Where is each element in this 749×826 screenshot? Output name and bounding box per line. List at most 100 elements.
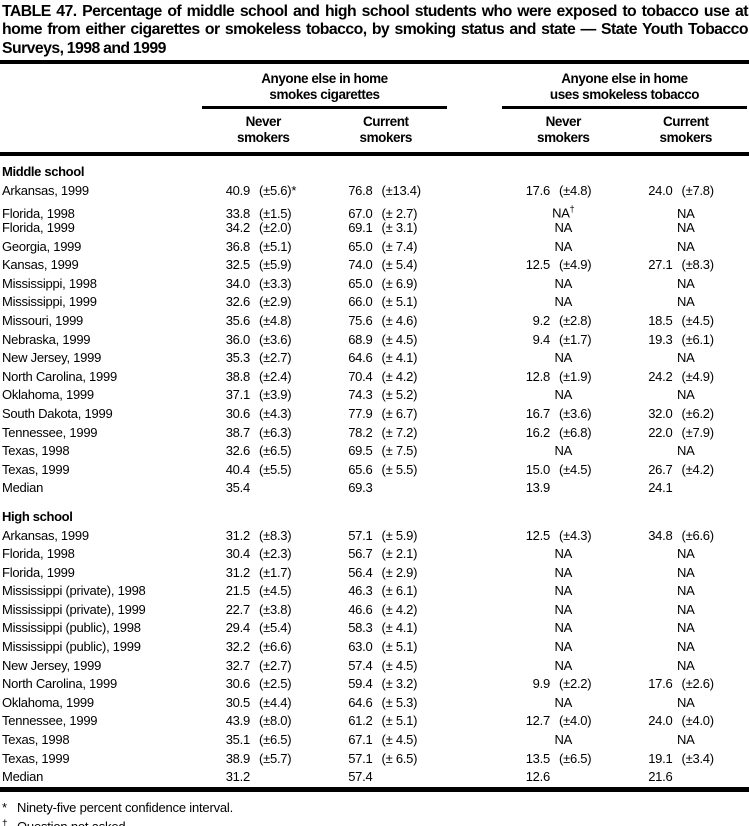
- cell-confidence-interval: (±6.1): [681, 331, 715, 347]
- table-row: Texas, 1998 32.6 (±6.5) 69.5 (± 7.5) NA NA: [0, 442, 749, 461]
- data-cell: 17.6 (±4.8): [502, 182, 625, 201]
- cell-confidence-interval: (±6.8): [559, 424, 592, 440]
- data-cell: 24.0 (±4.0): [625, 712, 748, 731]
- data-cell: 69.5 (± 7.5): [325, 442, 448, 461]
- cell-confidence-interval: (±5.5): [259, 461, 292, 477]
- cell-confidence-interval: (±6.2): [681, 405, 715, 421]
- cell-confidence-interval: (±6.5): [559, 750, 592, 766]
- data-cell: 35.6 (±4.8): [202, 312, 325, 331]
- data-cell: 13.5 (±6.5): [502, 750, 625, 769]
- row-label: New Jersey, 1999: [2, 657, 102, 673]
- cell-confidence-interval: (± 2.7): [381, 205, 418, 221]
- cell-value: 31.2: [225, 769, 251, 785]
- data-cell: NA: [554, 657, 573, 673]
- data-cell: 46.6 (± 4.2): [325, 601, 448, 620]
- data-cell: 69.3: [325, 479, 448, 498]
- data-cell: NA: [676, 732, 695, 748]
- data-cell: 32.6 (±2.9): [202, 293, 325, 312]
- table-row: Median 31.2 57.4 12.6 21.6: [0, 768, 749, 787]
- cell-value: 12.5: [525, 527, 551, 543]
- cell-confidence-interval: [550, 768, 625, 787]
- cell-confidence-interval: (±2.0): [259, 220, 292, 235]
- cell-value: 67.1: [348, 732, 373, 748]
- table-body: Middle school Arkansas, 1999 40.9 (±5.6)* 76…: [0, 156, 749, 787]
- data-cell: 38.8 (±2.4): [202, 368, 325, 387]
- cell-confidence-interval: (± 5.1): [381, 294, 418, 310]
- table-row: Georgia, 1999 36.8 (±5.1) 65.0 (± 7.4) NA NA: [0, 238, 749, 257]
- cell-value: 9.9: [532, 676, 551, 692]
- data-cell: 40.4 (±5.5): [202, 461, 325, 480]
- data-cell: 12.8 (±1.9): [502, 368, 625, 387]
- cell-confidence-interval: (± 4.5): [381, 331, 418, 347]
- cell-confidence-interval: (±8.3): [681, 257, 715, 273]
- cell-confidence-interval: (±4.9): [559, 257, 592, 273]
- data-cell: 9.4 (±1.7): [502, 331, 625, 350]
- cell-confidence-interval: (± 4.2): [381, 601, 418, 617]
- data-cell: NA: [676, 387, 695, 403]
- table-row: New Jersey, 1999 32.7 (±2.7) 57.4 (± 4.5) NA N…: [0, 657, 749, 676]
- data-cell: NA†: [552, 204, 575, 221]
- row-label: Oklahoma, 1999: [2, 387, 94, 403]
- cell-confidence-interval: (±5.9): [259, 257, 292, 273]
- cell-confidence-interval: (±4.0): [559, 713, 592, 729]
- data-cell: NA: [554, 443, 573, 459]
- data-cell: 36.0 (±3.6): [202, 331, 325, 350]
- data-cell: NA: [676, 294, 695, 310]
- row-label: Texas, 1999: [2, 750, 70, 766]
- cell-confidence-interval: (±2.5): [259, 676, 292, 692]
- cell-confidence-interval: (±5.4): [259, 620, 292, 636]
- row-label: Mississippi, 1998: [2, 275, 97, 291]
- cell-confidence-interval: (±1.7): [559, 331, 592, 347]
- data-cell: NA: [676, 583, 695, 599]
- cell-confidence-interval: (±6.5): [259, 732, 292, 748]
- data-cell: NA: [554, 275, 573, 291]
- cell-value: 22.7: [225, 601, 251, 617]
- data-cell: 12.5 (±4.3): [502, 527, 625, 546]
- cell-value: 12.8: [525, 368, 551, 384]
- data-cell: 35.4: [202, 479, 325, 498]
- cell-confidence-interval: (± 4.6): [381, 312, 418, 328]
- cell-confidence-interval: (±4.9): [681, 368, 715, 384]
- cell-confidence-interval: (± 3.2): [381, 676, 418, 692]
- data-cell: 30.6 (±2.5): [202, 675, 325, 694]
- data-cell: 21.6: [625, 768, 748, 787]
- data-cell: 12.5 (±4.9): [502, 256, 625, 275]
- data-cell: 12.7 (±4.0): [502, 712, 625, 731]
- cell-value: 17.6: [525, 182, 551, 198]
- cell-confidence-interval: (±6.3): [259, 424, 292, 440]
- cell-confidence-interval: (±4.3): [259, 405, 292, 421]
- sub-column-header-row: Never smokers Current smokers Never smok…: [0, 109, 749, 152]
- data-cell: 30.6 (±4.3): [202, 405, 325, 424]
- data-cell: 65.0 (± 6.9): [325, 275, 448, 294]
- cell-confidence-interval: (± 5.1): [381, 639, 418, 655]
- cell-value: 30.6: [225, 676, 251, 692]
- cell-value: 63.0: [348, 639, 373, 655]
- cell-confidence-interval: (± 4.1): [381, 620, 418, 636]
- cell-value: 30.4: [225, 546, 251, 562]
- cell-value: 46.6: [348, 601, 373, 617]
- row-label: Arkansas, 1999: [2, 182, 89, 198]
- cell-value: 35.6: [225, 312, 251, 328]
- row-label: Florida, 1998: [2, 546, 75, 562]
- cell-confidence-interval: (± 4.2): [381, 368, 418, 384]
- cell-value: 38.8: [225, 368, 251, 384]
- data-cell: 43.9 (±8.0): [202, 712, 325, 731]
- cell-value: 40.4: [225, 461, 251, 477]
- table-row: Oklahoma, 1999 37.1 (±3.9) 74.3 (± 5.2) NA NA: [0, 386, 749, 405]
- cell-confidence-interval: (± 7.4): [381, 238, 418, 254]
- data-cell: 32.2 (±6.6): [202, 638, 325, 657]
- data-cell: 30.4 (±2.3): [202, 545, 325, 564]
- group-label-line: smokes cigarettes: [269, 86, 380, 102]
- table-row: Arkansas, 1999 40.9 (±5.6)* 76.8 (±13.4) 17.6…: [0, 182, 749, 201]
- cell-value: 75.6: [348, 312, 373, 328]
- table-row: Texas, 1998 35.1 (±6.5) 67.1 (± 4.5) NA NA: [0, 731, 749, 750]
- data-cell: 64.6 (± 4.1): [325, 349, 448, 368]
- cell-confidence-interval: (± 7.5): [381, 443, 418, 459]
- table-row: North Carolina, 1999 30.6 (±2.5) 59.4 (± 3.2…: [0, 675, 749, 694]
- table-row: Mississippi (public), 1998 29.4 (±5.4) 58.3…: [0, 619, 749, 638]
- data-cell: 65.0 (± 7.4): [325, 238, 448, 257]
- data-cell: 74.3 (± 5.2): [325, 386, 448, 405]
- cell-value: 67.0: [348, 205, 373, 221]
- cell-confidence-interval: (±6.5): [259, 443, 292, 459]
- cell-value: 64.6: [348, 694, 373, 710]
